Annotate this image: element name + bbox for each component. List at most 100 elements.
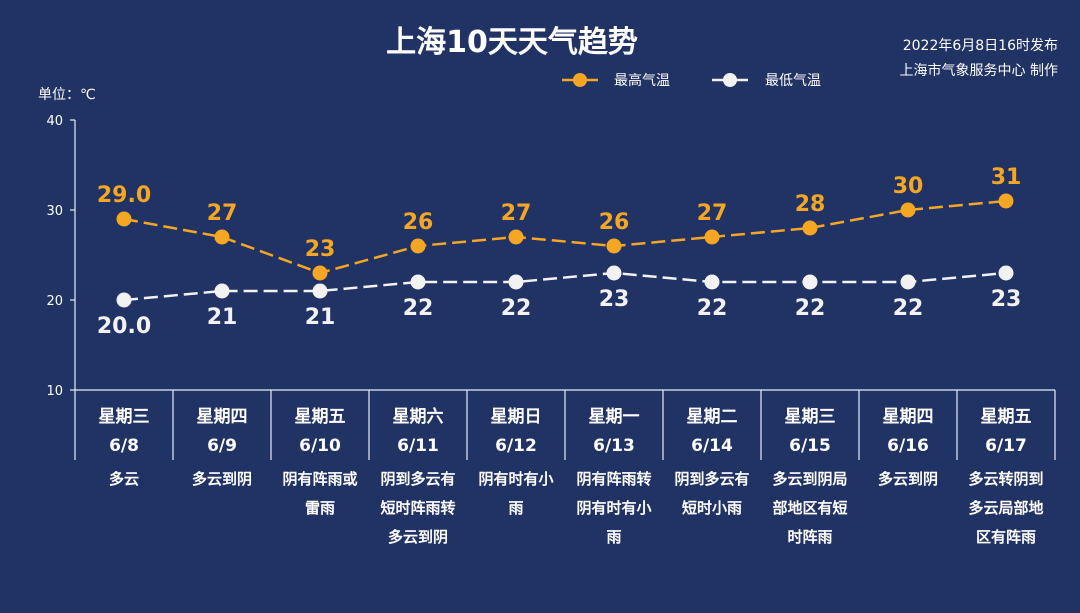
weather-condition-line: 雨 [508,499,523,517]
publish-time: 2022年6月8日16时发布 [903,38,1058,54]
legend-low-marker [723,73,737,87]
high-temp-point[interactable] [802,220,818,236]
low-temp-label: 23 [991,287,1022,312]
date-label: 6/8 [109,436,139,456]
high-temp-point[interactable] [508,229,524,245]
y-tick-label: 30 [46,204,63,219]
high-temp-point[interactable] [998,193,1014,209]
weather-condition-line: 多云到阴 [878,470,938,488]
low-temp-point[interactable] [900,274,916,290]
high-temp-point[interactable] [116,211,132,227]
date-label: 6/17 [985,436,1027,456]
date-label: 6/11 [397,436,439,456]
high-temp-point[interactable] [900,202,916,218]
high-temp-label: 28 [795,192,826,217]
weekday-label: 星期四 [197,407,248,427]
low-temp-point[interactable] [802,274,818,290]
weekday-label: 星期六 [393,406,444,427]
low-temp-label: 22 [501,296,532,321]
series-low: 20.0 21 21 22 22 23 22 22 22 23 [97,265,1022,339]
low-temp-label: 21 [207,305,238,330]
date-label: 6/15 [789,436,831,456]
series-high: 29.0 27 23 26 27 26 27 28 30 31 [97,165,1021,281]
date-label: 6/9 [207,436,237,456]
low-temp-point[interactable] [606,265,622,281]
weather-condition-line: 多云转阴到 [968,470,1043,488]
high-temp-point[interactable] [312,265,328,281]
weekday-label: 星期二 [687,407,738,427]
weather-condition-line: 多云到阴局 [772,470,847,488]
low-temp-point[interactable] [508,274,524,290]
y-tick-label: 20 [46,294,63,309]
low-temp-point[interactable] [704,274,720,290]
low-temp-label: 22 [795,296,826,321]
legend-low-label: 最低气温 [765,73,821,89]
date-label: 6/13 [593,436,635,456]
legend-item-low[interactable]: 最低气温 [712,73,821,89]
producer-credit: 上海市气象服务中心 制作 [900,62,1058,79]
series-layer: 29.0 27 23 26 27 26 27 28 30 31 20.0 21 21 22 22 23 22 22… [97,165,1021,339]
weekday-label: 星期五 [295,407,346,427]
low-temp-point[interactable] [116,292,132,308]
weather-condition-line: 短时阵雨转 [380,499,455,517]
weather-condition-line: 阴有时有小 [576,499,651,517]
weather-condition-line: 短时小雨 [682,499,742,517]
y-tick-label: 10 [46,384,63,399]
weekday-label: 星期一 [589,407,640,427]
weather-condition-line: 阴有时有小 [478,470,553,488]
low-temp-point[interactable] [998,265,1014,281]
low-temp-point[interactable] [312,283,328,299]
low-temp-label: 22 [893,296,924,321]
high-temp-label: 27 [697,201,728,226]
weather-condition-line: 时阵雨 [787,528,832,546]
legend-high-label: 最高气温 [614,72,670,89]
legend-high-marker [573,73,587,87]
low-temp-label: 20.0 [97,314,151,339]
weather-condition-line: 阴到多云有 [674,470,749,488]
weekday-label: 星期五 [981,407,1032,427]
low-temp-point[interactable] [410,274,426,290]
high-temp-label: 23 [305,237,336,262]
high-temp-label: 31 [991,165,1022,190]
low-temp-line [123,271,1007,302]
high-temp-point[interactable] [606,238,622,254]
high-temp-label: 27 [207,201,238,226]
weather-condition-line: 多云到阴 [192,470,252,488]
weather-condition-line: 阴到多云有 [380,470,455,488]
high-temp-label: 30 [893,174,924,199]
weather-condition-line: 雨 [606,528,621,546]
high-temp-label: 26 [599,210,630,235]
axes [74,120,1056,460]
date-label: 6/12 [495,436,537,456]
low-temp-label: 21 [305,305,336,330]
weekday-label: 星期三 [785,407,836,427]
date-label: 6/10 [299,436,341,456]
legend: 最高气温 最低气温 [562,72,821,89]
date-label: 6/14 [691,436,733,456]
weather-condition-line: 阴有阵雨或 [282,470,357,488]
high-temp-label: 26 [403,210,434,235]
legend-item-high[interactable]: 最高气温 [562,72,670,89]
weather-condition-line: 区有阵雨 [976,528,1036,546]
high-temp-line [123,199,1007,275]
high-temp-label: 29.0 [97,183,151,208]
chart-title: 上海10天天气趋势 [386,25,638,60]
weather-condition-line: 多云 [109,470,139,488]
high-temp-point[interactable] [704,229,720,245]
date-label: 6/16 [887,436,929,456]
weekday-label: 星期三 [99,407,150,427]
y-tick-label: 40 [46,114,63,129]
low-temp-label: 22 [403,296,434,321]
weather-condition-line: 阴有阵雨转 [576,470,651,488]
weather-condition-line: 多云到阴 [388,528,448,546]
low-temp-label: 22 [697,296,728,321]
unit-label: 单位：℃ [38,87,96,103]
y-axis-ticks: 10 20 30 40 [46,114,75,399]
high-temp-point[interactable] [214,229,230,245]
weekday-label: 星期日 [491,407,542,427]
high-temp-point[interactable] [410,238,426,254]
weather-condition-line: 多云局部地 [968,499,1043,517]
low-temp-point[interactable] [214,283,230,299]
